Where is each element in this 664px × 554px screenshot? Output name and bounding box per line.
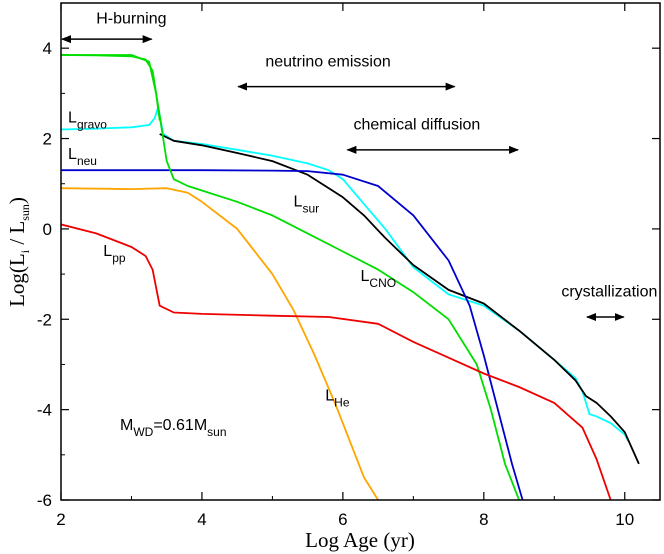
curve-label-gravo: Lgravo [68, 110, 107, 132]
series-line-l-sur [159, 133, 640, 465]
curve-label-sur: Lsur [294, 193, 320, 215]
x-tick-label: 8 [479, 510, 488, 529]
x-tick-label: 6 [338, 510, 347, 529]
x-tick-label: 4 [197, 510, 206, 529]
series-line-l-gravo [61, 106, 630, 442]
y-tick-label: -4 [37, 401, 52, 420]
x-tick-label: 10 [615, 510, 634, 529]
y-tick-label: 0 [43, 220, 52, 239]
annotation-neutrino-emission: neutrino emission [265, 53, 390, 70]
series-line-l-cno [61, 54, 520, 500]
mass-annotation: MWD=0.61Msun [120, 417, 227, 439]
y-tick-label: -2 [37, 310, 52, 329]
series-line-l-pp [61, 223, 612, 500]
annotation-crystallization: crystallization [561, 284, 657, 301]
series-line-l-neu [61, 169, 524, 500]
annotation-h-burning: H-burning [96, 10, 166, 27]
y-tick-label: -6 [37, 491, 52, 510]
x-tick-label: 2 [56, 510, 65, 529]
curve-label-cno: LCNO [361, 268, 397, 290]
curve-label-he: LHe [325, 388, 350, 410]
y-axis-label: Log(Li / Lsun) [5, 197, 32, 307]
series-line-l-h-burning [61, 54, 161, 121]
y-tick-label: 4 [43, 39, 52, 58]
curve-label-pp: Lpp [103, 243, 126, 265]
plot-frame [60, 2, 661, 501]
annotation-chemical-diffusion: chemical diffusion [353, 117, 480, 134]
y-tick-label: 2 [43, 130, 52, 149]
x-axis-label: Log Age (yr) [305, 528, 415, 552]
series-line-l-he [61, 187, 379, 500]
curve-label-neu: Lneu [68, 146, 97, 168]
